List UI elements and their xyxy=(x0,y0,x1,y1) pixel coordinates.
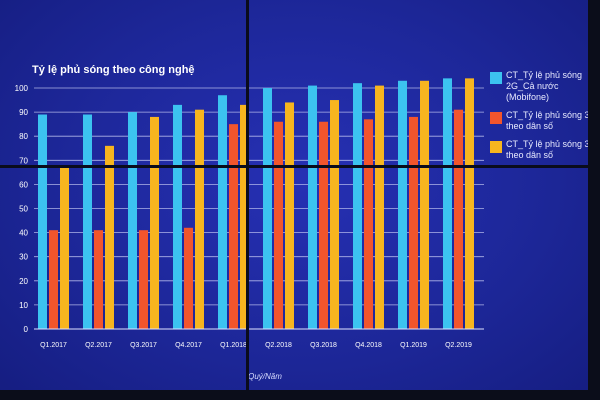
x-tick-label: Q3.2018 xyxy=(310,342,337,349)
legend-line: theo dân số xyxy=(506,121,554,131)
x-tick-label: Q1.2019 xyxy=(400,342,427,349)
y-tick-label: 60 xyxy=(19,180,28,189)
bar xyxy=(375,85,384,329)
legend-item: CT_Tỷ lệ phủ sóng 2G_Cả nước (Mobifone) xyxy=(490,70,600,103)
bar xyxy=(420,80,429,330)
x-tick-label: Q2.2019 xyxy=(445,342,472,349)
legend-line: theo dân số xyxy=(506,150,554,160)
bar xyxy=(398,80,407,330)
legend-line: (Mobifone) xyxy=(506,92,550,102)
y-tick-label: 90 xyxy=(19,108,28,117)
bar xyxy=(83,114,92,329)
bar xyxy=(240,104,249,330)
y-tick-label: 70 xyxy=(19,156,28,165)
bar xyxy=(150,116,159,329)
bar xyxy=(94,230,103,329)
y-tick-label: 100 xyxy=(15,84,29,93)
bar xyxy=(454,109,463,329)
bar xyxy=(128,112,137,329)
x-tick-label: Q3.2017 xyxy=(130,342,157,349)
x-axis-label: Quý/Năm xyxy=(248,372,282,381)
x-tick-label: Q1.2018 xyxy=(220,342,247,349)
legend-item: CT_Tỷ lệ phủ sóng 3 theo dân số xyxy=(490,110,600,132)
legend-line: CT_Tỷ lệ phủ sóng 3 xyxy=(506,110,590,120)
bar xyxy=(139,230,148,329)
bar xyxy=(364,119,373,329)
bar xyxy=(184,227,193,329)
screen-seam-horizontal xyxy=(0,165,600,168)
bar xyxy=(49,230,58,329)
y-tick-label: 50 xyxy=(19,205,28,214)
chart-title: Tỷ lệ phủ sóng theo công nghệ xyxy=(32,64,195,76)
x-tick-label: Q1.2017 xyxy=(40,342,67,349)
bar xyxy=(330,100,339,329)
legend-item: CT_Tỷ lệ phủ sóng 3 theo dân số xyxy=(490,139,600,161)
y-tick-label: 40 xyxy=(19,229,28,238)
bar xyxy=(105,145,114,329)
bar xyxy=(319,121,328,330)
legend-line: CT_Tỷ lệ phủ sóng xyxy=(506,70,583,80)
screen-seam-vertical xyxy=(246,0,249,400)
bar xyxy=(173,104,182,330)
legend-line: CT_Tỷ lệ phủ sóng 3 xyxy=(506,139,590,149)
bar xyxy=(229,124,238,330)
x-tick-label: Q4.2018 xyxy=(355,342,382,349)
bar xyxy=(409,116,418,329)
bar xyxy=(353,83,362,330)
legend-line: 2G_Cả nước xyxy=(506,81,559,91)
bar xyxy=(38,114,47,329)
y-tick-label: 20 xyxy=(19,277,28,286)
legend-swatch xyxy=(490,72,502,84)
bar xyxy=(60,165,69,329)
bar xyxy=(195,109,204,329)
bar xyxy=(465,78,474,329)
legend: CT_Tỷ lệ phủ sóng 2G_Cả nước (Mobifone) … xyxy=(490,70,600,168)
legend-swatch xyxy=(490,112,502,124)
y-tick-label: 30 xyxy=(19,253,28,262)
y-tick-label: 0 xyxy=(24,325,29,334)
bar xyxy=(263,88,272,329)
bar xyxy=(285,102,294,330)
legend-text: CT_Tỷ lệ phủ sóng 2G_Cả nước (Mobifone) xyxy=(506,70,600,103)
legend-swatch xyxy=(490,141,502,153)
x-tick-label: Q2.2018 xyxy=(265,342,292,349)
screen-bezel-right xyxy=(588,0,600,400)
y-tick-label: 10 xyxy=(19,301,28,310)
y-tick-label: 80 xyxy=(19,132,28,141)
bar xyxy=(218,95,227,329)
x-tick-label: Q2.2017 xyxy=(85,342,112,349)
bar xyxy=(274,121,283,330)
bar xyxy=(308,85,317,329)
legend-text: CT_Tỷ lệ phủ sóng 3 theo dân số xyxy=(506,139,600,161)
x-tick-label: Q4.2017 xyxy=(175,342,202,349)
legend-text: CT_Tỷ lệ phủ sóng 3 theo dân số xyxy=(506,110,600,132)
bar xyxy=(443,78,452,329)
screen-bezel-bottom xyxy=(0,390,600,400)
